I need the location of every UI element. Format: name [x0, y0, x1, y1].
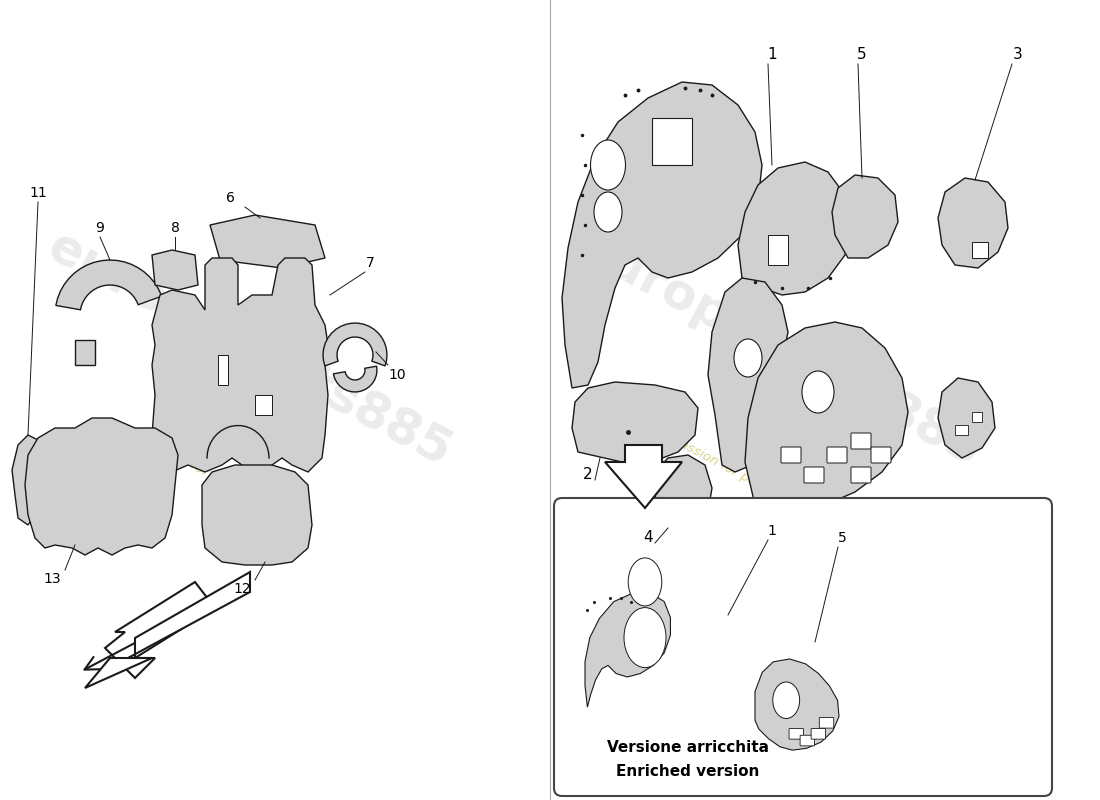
Polygon shape	[938, 378, 996, 458]
Polygon shape	[755, 659, 839, 750]
Polygon shape	[938, 178, 1008, 268]
FancyBboxPatch shape	[820, 718, 834, 728]
Polygon shape	[768, 235, 788, 265]
Text: 8: 8	[170, 221, 179, 235]
FancyBboxPatch shape	[554, 498, 1052, 796]
Polygon shape	[652, 118, 692, 165]
Text: 4: 4	[644, 530, 652, 545]
Polygon shape	[104, 582, 214, 678]
Polygon shape	[832, 175, 898, 258]
Text: 5: 5	[857, 47, 867, 62]
Polygon shape	[12, 435, 42, 525]
Text: 11: 11	[29, 186, 47, 200]
Polygon shape	[972, 412, 982, 422]
Text: Versione arricchita: Versione arricchita	[607, 741, 769, 755]
Polygon shape	[708, 278, 788, 472]
Polygon shape	[333, 366, 377, 392]
Polygon shape	[152, 258, 328, 472]
Polygon shape	[605, 445, 682, 508]
Polygon shape	[210, 215, 324, 268]
FancyBboxPatch shape	[871, 447, 891, 463]
Text: 1: 1	[767, 47, 777, 62]
FancyBboxPatch shape	[851, 433, 871, 449]
Polygon shape	[972, 242, 988, 258]
Text: a passion for parts since 1985: a passion for parts since 1985	[659, 427, 842, 533]
Ellipse shape	[594, 192, 621, 232]
Polygon shape	[255, 395, 272, 415]
Text: Enriched version: Enriched version	[616, 765, 760, 779]
FancyBboxPatch shape	[781, 447, 801, 463]
FancyBboxPatch shape	[789, 729, 803, 739]
Polygon shape	[672, 498, 688, 512]
Polygon shape	[202, 465, 312, 565]
Text: 6: 6	[226, 191, 234, 205]
FancyBboxPatch shape	[827, 447, 847, 463]
Polygon shape	[218, 355, 228, 385]
Polygon shape	[25, 418, 178, 555]
Ellipse shape	[773, 682, 800, 718]
FancyBboxPatch shape	[804, 467, 824, 483]
Text: 7: 7	[365, 256, 374, 270]
Polygon shape	[745, 322, 908, 512]
FancyBboxPatch shape	[800, 735, 814, 746]
Text: a passion for parts since 1985: a passion for parts since 1985	[129, 427, 311, 533]
Text: 10: 10	[388, 368, 406, 382]
Polygon shape	[56, 260, 162, 310]
Polygon shape	[323, 323, 387, 366]
Text: 1: 1	[768, 524, 777, 538]
Polygon shape	[85, 572, 250, 688]
Polygon shape	[585, 594, 670, 707]
FancyBboxPatch shape	[851, 467, 871, 483]
Polygon shape	[955, 425, 968, 435]
Text: 5: 5	[837, 531, 846, 545]
Text: europaparts885: europaparts885	[40, 223, 460, 477]
Text: 2: 2	[583, 467, 593, 482]
Text: 9: 9	[96, 221, 104, 235]
Text: 3: 3	[1013, 47, 1023, 62]
Text: 12: 12	[233, 582, 251, 596]
Polygon shape	[152, 250, 198, 290]
Polygon shape	[562, 82, 762, 388]
Polygon shape	[654, 455, 712, 532]
Ellipse shape	[628, 558, 662, 606]
Text: 13: 13	[43, 572, 60, 586]
Polygon shape	[75, 340, 95, 365]
FancyBboxPatch shape	[811, 729, 826, 739]
Polygon shape	[738, 162, 852, 295]
Text: europaparts885: europaparts885	[570, 223, 990, 477]
Ellipse shape	[591, 140, 626, 190]
Ellipse shape	[802, 371, 834, 413]
Polygon shape	[572, 382, 698, 462]
Ellipse shape	[734, 339, 762, 377]
Ellipse shape	[624, 608, 666, 667]
